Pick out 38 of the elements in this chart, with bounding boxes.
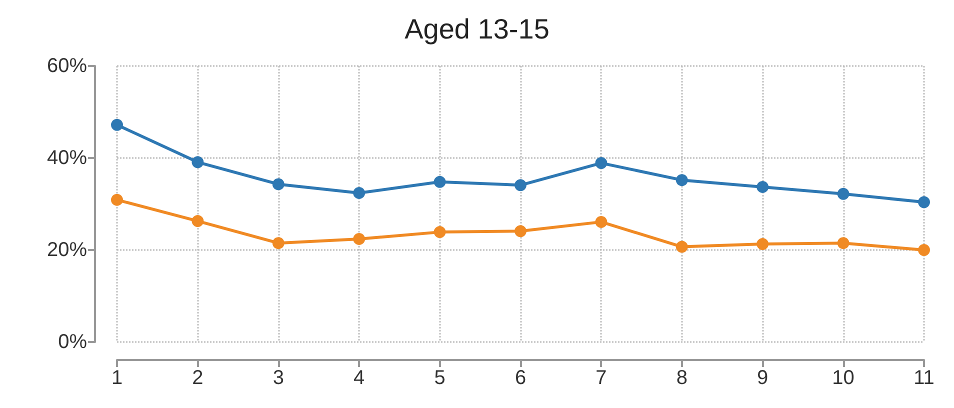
x-tick-label: 8 — [676, 367, 688, 389]
x-tick-label: 4 — [354, 367, 365, 389]
chart-title: Aged 13-15 — [404, 14, 550, 44]
point — [434, 226, 446, 238]
point — [837, 237, 850, 250]
x-tick-label: 2 — [192, 367, 204, 389]
point — [756, 180, 769, 193]
point — [676, 240, 688, 253]
point — [676, 174, 688, 186]
y-tick-label: 20% — [46, 239, 88, 261]
point — [514, 179, 526, 192]
x-tick-label: 11 — [914, 367, 934, 389]
point — [272, 237, 284, 250]
point — [756, 238, 769, 250]
x-tick-label: 6 — [514, 367, 526, 389]
point — [111, 118, 123, 131]
point — [353, 186, 366, 199]
point — [353, 232, 366, 245]
point — [514, 225, 526, 238]
point — [111, 194, 123, 206]
x-tick-label: 1 — [111, 367, 123, 389]
point — [918, 196, 930, 208]
x-tick-label: 5 — [434, 367, 446, 389]
x-tick-label: 7 — [596, 367, 607, 389]
point — [192, 156, 204, 168]
point — [595, 157, 608, 170]
point — [918, 244, 930, 256]
x-tick-label: 10 — [832, 367, 854, 389]
point — [434, 176, 446, 188]
y-tick-label: 60% — [46, 55, 88, 77]
y-tick-label: 40% — [46, 147, 88, 169]
x-tick-label: 3 — [272, 367, 284, 389]
y-tick-label: 0% — [58, 331, 88, 353]
point — [595, 216, 608, 228]
point — [837, 188, 850, 200]
point — [192, 215, 204, 228]
x-tick-label: 9 — [757, 367, 768, 389]
point — [272, 178, 284, 190]
